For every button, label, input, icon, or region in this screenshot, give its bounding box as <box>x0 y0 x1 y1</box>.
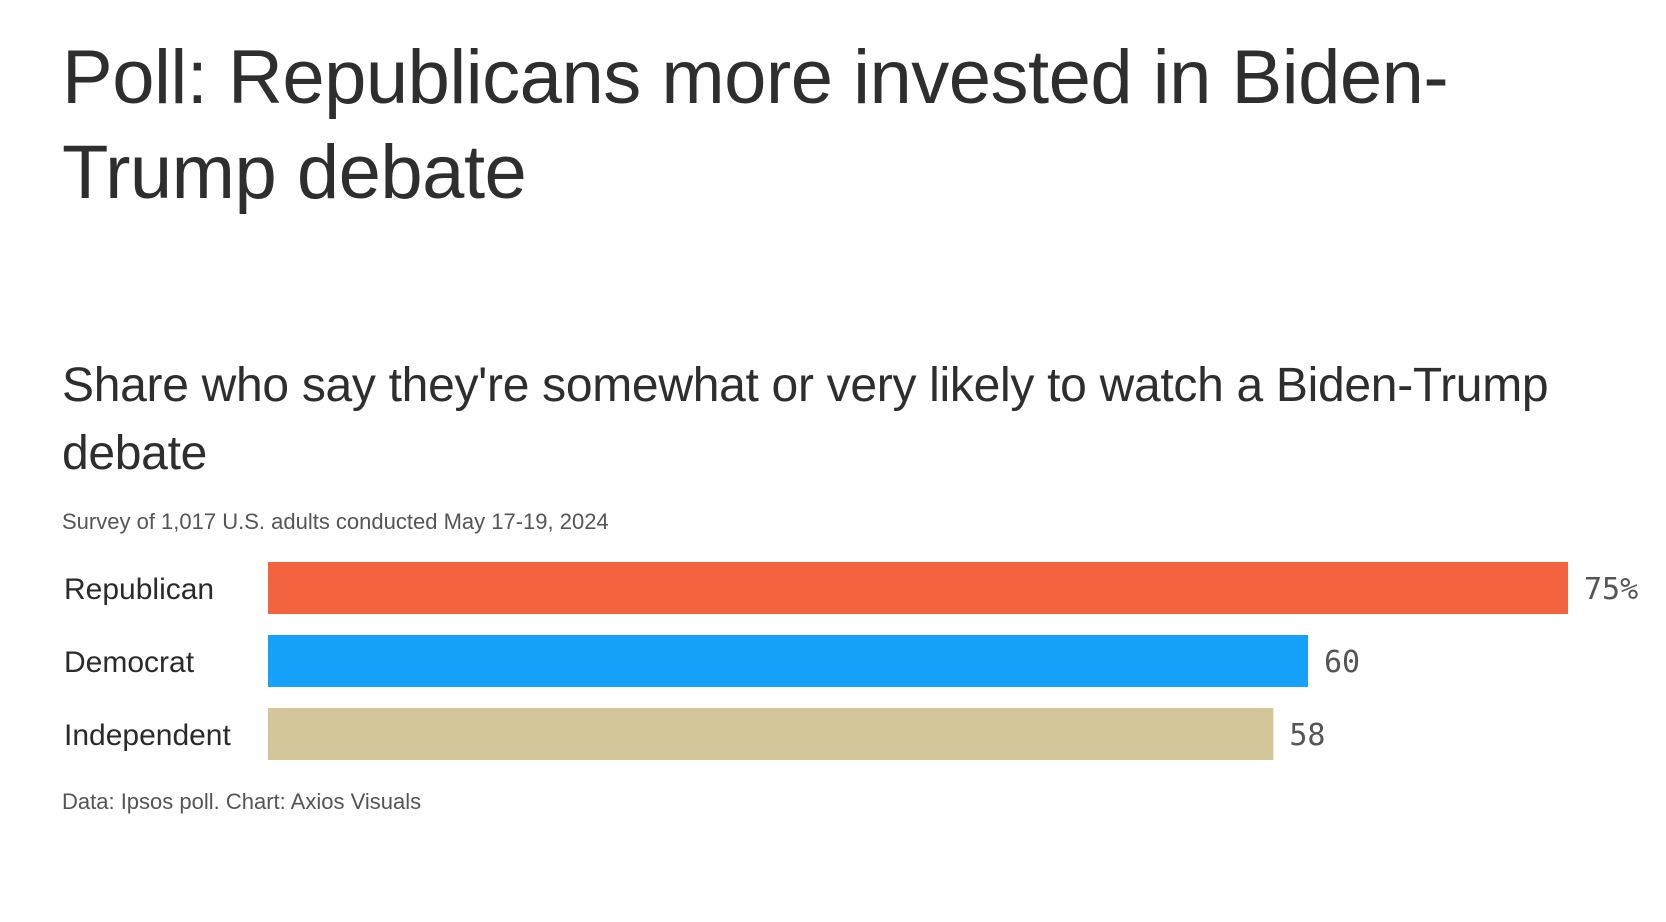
value-label-independent: 58 <box>1289 718 1325 753</box>
source-note: Data: Ipsos poll. Chart: Axios Visuals <box>62 789 422 814</box>
value-label-democrat: 60 <box>1324 645 1360 680</box>
chart-title: Share who say they're somewhat or very l… <box>62 359 1549 480</box>
bar-democrat <box>268 635 1308 687</box>
category-label-republican: Republican <box>64 573 214 606</box>
bar-republican <box>268 562 1568 614</box>
chart-subtitle: Survey of 1,017 U.S. adults conducted Ma… <box>62 509 609 534</box>
category-label-independent: Independent <box>64 719 231 752</box>
value-label-republican: 75% <box>1584 572 1638 607</box>
bar-independent <box>268 708 1274 760</box>
category-label-democrat: Democrat <box>64 646 195 679</box>
bar-chart: Republican 75% Democrat 60 Independent 58 <box>64 562 1638 760</box>
headline: Poll: Republicans more invested in Biden… <box>62 35 1449 215</box>
